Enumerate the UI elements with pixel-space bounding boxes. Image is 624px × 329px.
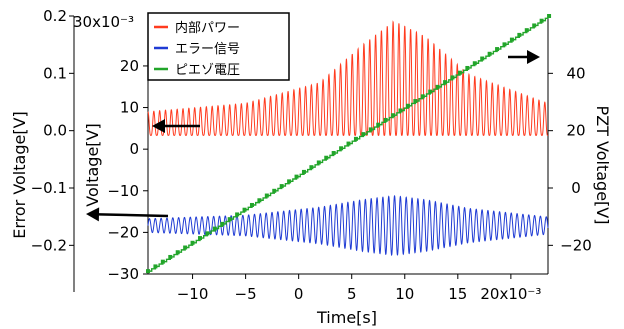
pzt-arrow-head [527, 50, 540, 64]
pzt-voltage-axis-title: PZT Voltage[V] [593, 106, 612, 225]
x-tick-label: 5 [347, 285, 357, 303]
x-axis-title: Time[s] [316, 308, 377, 327]
pzt-voltage-tick-label: −20 [560, 236, 592, 254]
error-voltage-tick-label: 0.0 [43, 122, 67, 140]
piezo-voltage-line [148, 15, 551, 272]
error-voltage-axis-title: Error Voltage[V] [10, 111, 29, 239]
error-arrow [86, 207, 169, 222]
error-voltage-tick-label: 0.2 [43, 7, 67, 25]
power-arrow [152, 119, 200, 133]
legend-piezo-voltage-label: ピエゾ電圧 [175, 63, 240, 78]
pzt-voltage-tick-label: 0 [571, 179, 581, 197]
voltage-tick-label: 20 [120, 57, 139, 75]
voltage-axis-title: Voltage[V] [83, 123, 102, 206]
legend-box [147, 12, 290, 81]
power-arrow-head [152, 119, 165, 133]
legend-internal-power-label: 内部パワー [175, 20, 240, 36]
pzt-voltage-tick-label: 20 [566, 122, 585, 140]
piezo-voltage-series [146, 14, 552, 274]
voltage-tick-label: 0 [129, 140, 139, 158]
label-layer: 30x10⁻³ Error Voltage[V] Voltage[V] PZT … [10, 13, 612, 327]
legend-error-signal-label: エラー信号 [175, 42, 240, 57]
series-layer [146, 14, 552, 274]
voltage-tick-label: −30 [107, 265, 139, 283]
error-arrow-head [86, 207, 100, 222]
voltage-axis-multiplier: 30x10⁻³ [73, 13, 134, 31]
error-arrow-shaft [98, 213, 169, 218]
pzt-arrow [508, 50, 540, 64]
voltage-tick-label: −10 [107, 182, 139, 200]
annotations [86, 50, 540, 222]
x-tick-label: 0 [294, 285, 304, 303]
axes-layer: −10 −5 0 5 10 15 20x10⁻³ 20 10 0 −10 −20 −30 0.2 0.1 0.… [31, 7, 592, 303]
error-voltage-tick-label: −0.1 [31, 179, 67, 197]
x-tick-label: 20x10⁻³ [480, 285, 541, 303]
x-tick-label: −5 [235, 285, 257, 303]
pzt-voltage-tick-label: 40 [566, 64, 585, 82]
x-tick-label: 15 [448, 285, 467, 303]
error-voltage-tick-label: −0.2 [31, 236, 67, 254]
x-tick-label: 10 [395, 285, 414, 303]
error-signal-series [147, 195, 549, 257]
voltage-tick-label: −20 [107, 223, 139, 241]
internal-power-series [147, 20, 549, 136]
error-voltage-tick-label: 0.1 [43, 64, 67, 82]
voltage-tick-label: 10 [120, 99, 139, 117]
x-tick-label: −10 [177, 285, 209, 303]
